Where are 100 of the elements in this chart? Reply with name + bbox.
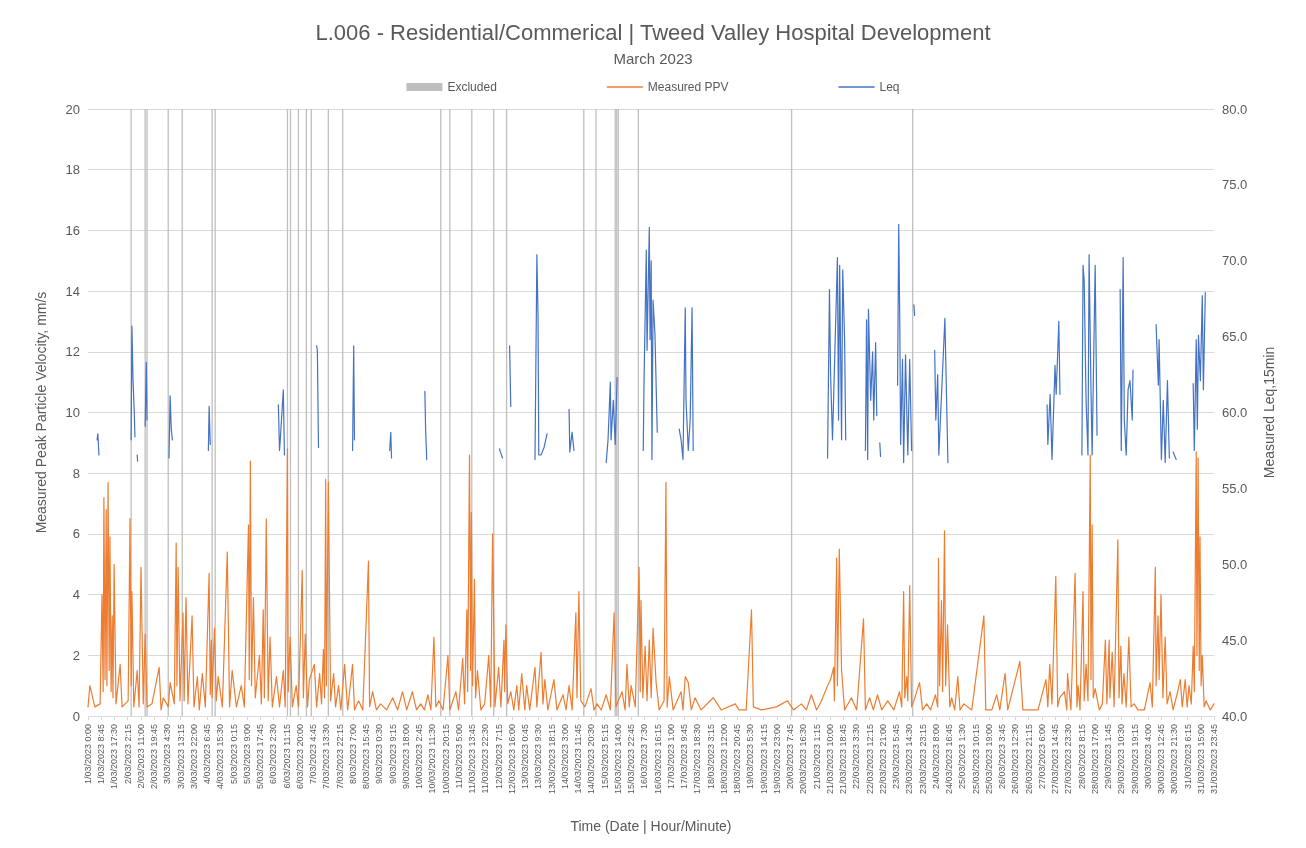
x-tick-label: 7/03/2023 22:15: [334, 724, 345, 790]
x-tick-label: 27/03/2023 23:30: [1063, 724, 1074, 795]
x-tick-label: 3/03/2023 22:00: [188, 724, 199, 790]
x-tick-label: 20/03/2023 7:45: [785, 724, 796, 790]
y-axis-title: Measured Peak Particle Velocity, mm/s: [33, 291, 49, 534]
x-tick-label: 2/03/2023 11:00: [135, 724, 146, 789]
x-tick-label: 2/03/2023 2:15: [122, 724, 133, 785]
x-tick-label: 8/03/2023 7:00: [347, 724, 358, 785]
x-tick-label: 19/03/2023 23:00: [771, 724, 782, 795]
x-tick-label: 24/03/2023 16:45: [944, 724, 955, 795]
x-tick-label: 29/03/2023 10:30: [1116, 724, 1127, 795]
x-tick-label: 18/03/2023 3:15: [705, 724, 716, 790]
x-tick-label: 25/03/2023 19:00: [983, 724, 994, 795]
x-tick-label: 22/03/2023 12:15: [864, 724, 875, 795]
x-tick-label: 10/03/2023 20:15: [440, 724, 451, 795]
x-tick-label: 9/03/2023 18:00: [400, 724, 411, 790]
x-tick-label: 18/03/2023 20:45: [732, 724, 743, 795]
x-tick-label: 10/03/2023 11:30: [427, 724, 438, 794]
x-tick-label: 16/03/2023 16:15: [652, 724, 663, 795]
x-tick-label: 29/03/2023 1:45: [1103, 724, 1114, 790]
x-tick-label: 1/03/2023 17:30: [109, 724, 120, 790]
x-tick-label: 31/03/2023 15:00: [1195, 724, 1206, 795]
x-tick-label: 17/03/2023 9:45: [679, 724, 690, 790]
x-tick-label: 30/03/2023 4:00: [1142, 724, 1153, 790]
y2-tick-label: 80.0: [1222, 101, 1248, 117]
x-tick-label: 11/03/2023 22:30: [480, 724, 491, 794]
x-tick-label: 30/03/2023 21:30: [1169, 724, 1180, 795]
x-tick-label: 6/03/2023 20:00: [294, 724, 305, 790]
x-tick-label: 24/03/2023 8:00: [930, 724, 941, 790]
x-tick-label: 13/03/2023 0:45: [520, 724, 531, 790]
x-tick-label: 17/03/2023 1:00: [665, 724, 676, 790]
x-tick-label: 14/03/2023 11:45: [573, 724, 584, 794]
x-tick-label: 12/03/2023 16:00: [506, 724, 517, 795]
x-tick-label: 6/03/2023 2:30: [268, 724, 279, 785]
y-tick-label: 10: [65, 405, 80, 420]
x-tick-label: 6/03/2023 11:15: [281, 724, 292, 789]
x-tick-label: 21/03/2023 1:15: [811, 724, 822, 790]
x-tick-label: 28/03/2023 8:15: [1076, 724, 1087, 790]
x-tick-label: 5/03/2023 9:00: [241, 724, 252, 785]
y-tick-label: 6: [72, 526, 80, 542]
x-tick-label: 7/03/2023 13:30: [321, 724, 332, 790]
x-tick-label: 4/03/2023 15:30: [215, 724, 226, 790]
y-tick-label: 2: [72, 647, 80, 663]
x-tick-label: 5/03/2023 17:45: [255, 724, 266, 790]
x-tick-label: 11/03/2023 5:00: [453, 724, 464, 789]
x-tick-label: 9/03/2023 0:30: [374, 724, 385, 785]
x-tick-label: 25/03/2023 10:15: [970, 724, 981, 795]
x-tick-label: 20/03/2023 16:30: [798, 724, 809, 795]
x-tick-label: 11/03/2023 13:45: [467, 724, 478, 794]
x-tick-label: 1/03/2023 0:00: [83, 724, 93, 785]
x-tick-label: 15/03/2023 14:00: [612, 724, 623, 795]
x-tick-label: 29/03/2023 19:15: [1129, 724, 1140, 795]
x-tick-label: 21/03/2023 10:00: [824, 724, 835, 795]
x-tick-label: 19/03/2023 14:15: [758, 724, 769, 795]
x-tick-label: 9/03/2023 9:15: [387, 724, 398, 785]
x-tick-label: 22/03/2023 21:00: [877, 724, 888, 795]
y2-tick-label: 40.0: [1222, 708, 1248, 724]
line-series: [87, 448, 1215, 711]
y-tick-label: 0: [72, 708, 80, 724]
x-tick-label: 23/03/2023 23:15: [917, 724, 928, 795]
x-tick-label: 7/03/2023 4:45: [308, 724, 319, 785]
x-tick-label: 19/03/2023 5:30: [745, 724, 756, 790]
x-tick-label: 27/03/2023 6:00: [1036, 724, 1047, 790]
x-tick-label: 31/03/2023 6:15: [1182, 724, 1193, 790]
x-tick-label: 28/03/2023 17:00: [1089, 724, 1100, 795]
y2-tick-label: 70.0: [1222, 253, 1248, 269]
y2-tick-label: 60.0: [1222, 405, 1248, 420]
chart-subtitle: March 2023: [613, 50, 693, 67]
x-tick-label: 27/03/2023 14:45: [1050, 724, 1061, 795]
y2-tick-label: 55.0: [1222, 480, 1248, 496]
x-tick-label: 26/03/2023 3:45: [997, 724, 1008, 790]
y-tick-label: 12: [65, 344, 80, 360]
legend-label: Measured PPV: [647, 80, 729, 94]
x-tick-label: 13/03/2023 9:30: [533, 724, 544, 790]
x-tick-label: 17/03/2023 18:30: [692, 724, 703, 795]
x-tick-label: 31/03/2023 23:45: [1209, 724, 1219, 795]
y2-tick-label: 50.0: [1222, 556, 1248, 572]
x-tick-label: 14/03/2023 3:00: [559, 724, 570, 790]
x-tick-label: 25/03/2023 1:30: [957, 724, 968, 790]
y-tick-label: 14: [65, 283, 80, 299]
legend-label: Leq: [879, 80, 900, 94]
chart-title: L.006 - Residential/Commerical | Tweed Valley Hospital Development: [315, 19, 991, 45]
x-tick-label: 26/03/2023 21:15: [1023, 724, 1034, 795]
x-tick-label: 5/03/2023 0:15: [228, 724, 239, 785]
x-tick-label: 8/03/2023 15:45: [361, 724, 372, 790]
x-tick-label: 22/03/2023 3:30: [851, 724, 862, 790]
x-tick-label: 26/03/2023 12:30: [1010, 724, 1021, 795]
x-tick-label: 14/03/2023 20:30: [586, 724, 597, 795]
x-tick-label: 2/03/2023 19:45: [149, 724, 160, 790]
x-tick-label: 18/03/2023 12:00: [718, 724, 729, 795]
x-tick-label: 3/03/2023 4:30: [162, 724, 173, 785]
x-tick-label: 12/03/2023 7:15: [493, 724, 504, 790]
x-tick-label: 3/03/2023 13:15: [175, 724, 186, 790]
y2-tick-label: 75.0: [1222, 177, 1248, 193]
x-tick-label: 21/03/2023 18:45: [838, 724, 849, 795]
y-tick-label: 4: [72, 587, 80, 603]
x-tick-label: 13/03/2023 18:15: [546, 724, 557, 795]
x-tick-label: 1/03/2023 8:45: [96, 724, 107, 785]
x-tick-label: 15/03/2023 5:15: [599, 724, 610, 790]
x-tick-label: 4/03/2023 6:45: [202, 724, 213, 785]
